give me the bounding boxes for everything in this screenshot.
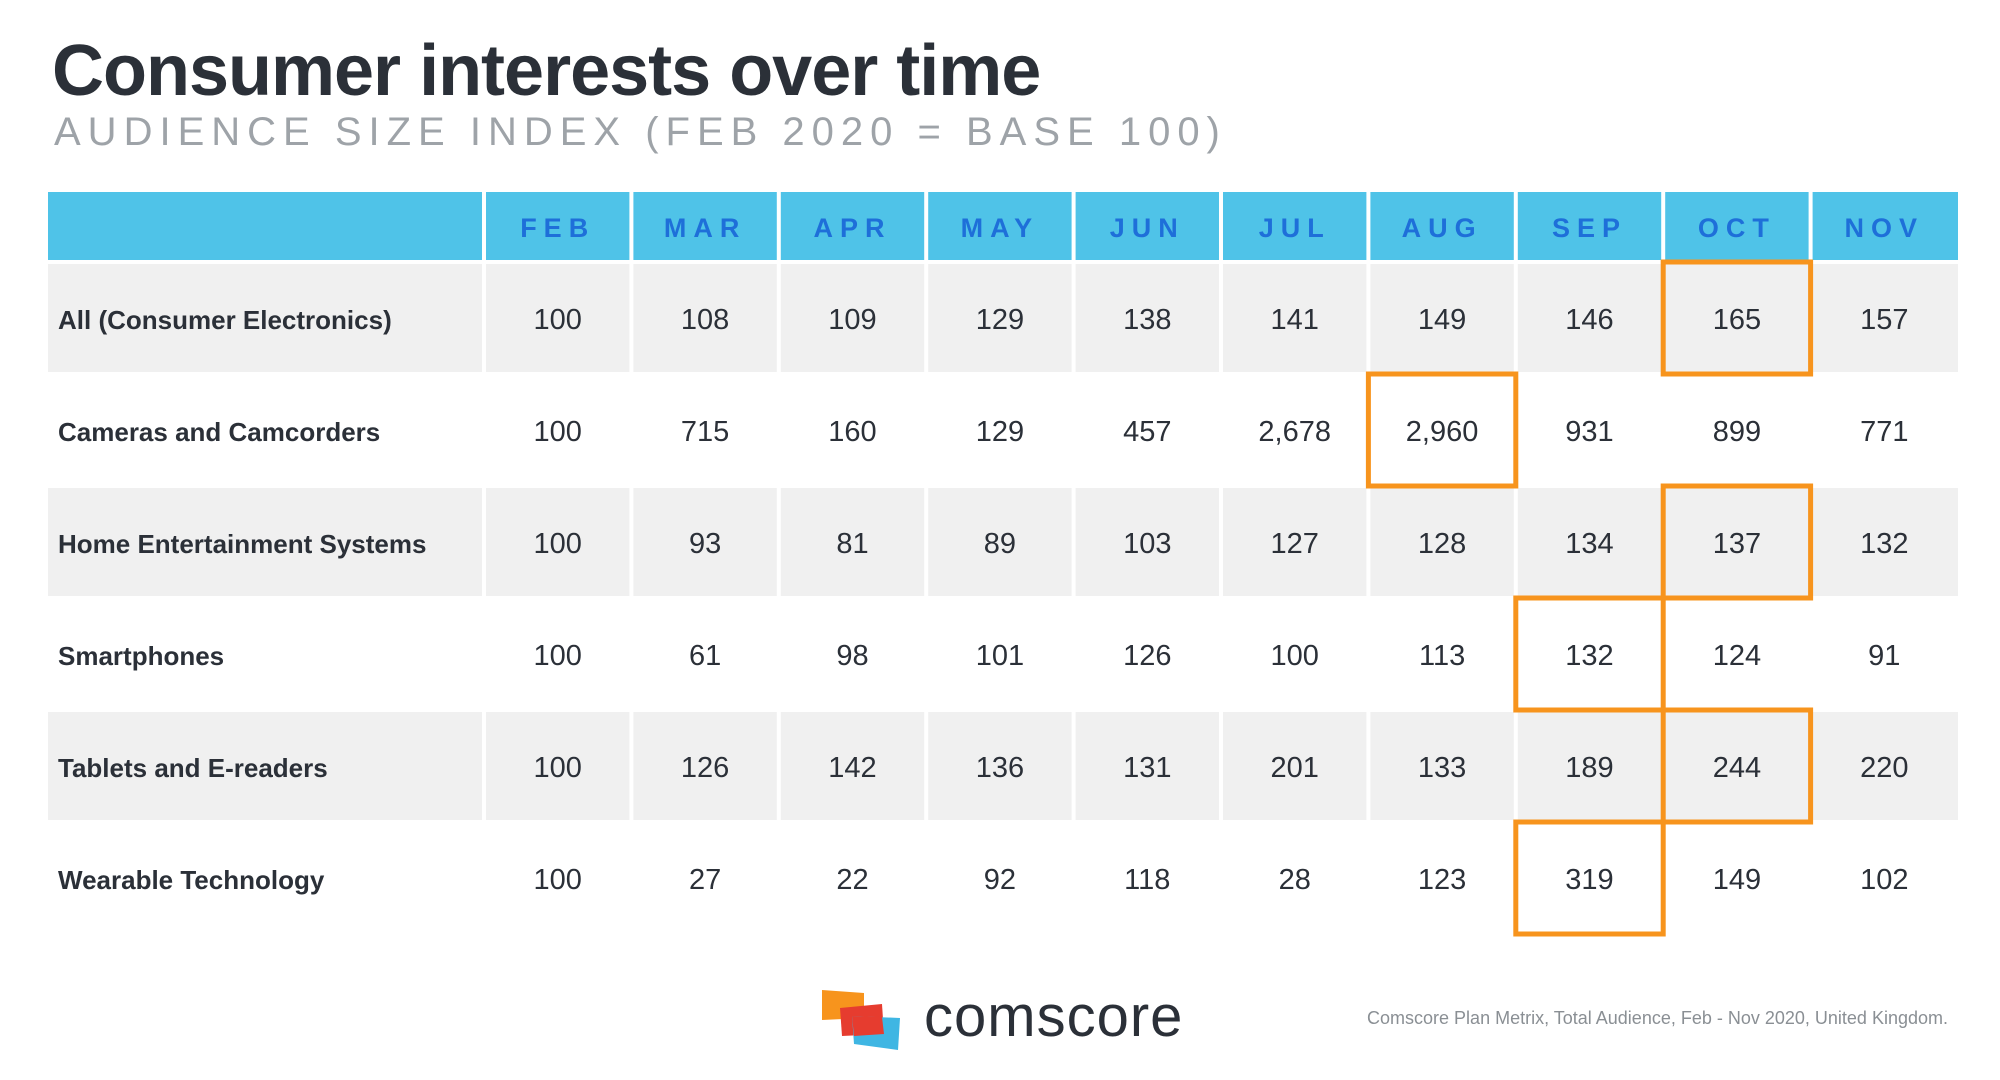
table-cell: 22: [836, 864, 868, 896]
row-shade: [48, 710, 1958, 822]
table-cell: 98: [836, 640, 868, 672]
row-label: Cameras and Camcorders: [58, 417, 380, 447]
table-cell: 715: [681, 416, 729, 448]
table-cell: 146: [1565, 304, 1613, 336]
column-header-mar: MAR: [664, 213, 747, 243]
table-cell: 100: [534, 864, 582, 896]
table-cell: 124: [1713, 640, 1761, 672]
column-header-aug: AUG: [1402, 213, 1483, 243]
column-header-nov: NOV: [1845, 213, 1925, 243]
row-label: Tablets and E-readers: [58, 753, 328, 783]
table-cell: 61: [689, 640, 721, 672]
table-cell: 100: [534, 752, 582, 784]
table-cell: 131: [1123, 752, 1171, 784]
column-header-sep: SEP: [1552, 213, 1627, 243]
table-cell: 2,960: [1406, 416, 1479, 448]
table-cell: 136: [976, 752, 1024, 784]
header-band: [48, 192, 1958, 262]
comscore-logo-icon: [822, 990, 900, 1050]
table-cell: 100: [1271, 640, 1319, 672]
table-cell: 165: [1713, 304, 1761, 336]
column-header-jul: JUL: [1259, 213, 1331, 243]
table-cell: 126: [1123, 640, 1171, 672]
table-cell: 129: [976, 304, 1024, 336]
source-note: Comscore Plan Metrix, Total Audience, Fe…: [1367, 1008, 1948, 1028]
table-cell: 457: [1123, 416, 1171, 448]
table-cell: 129: [976, 416, 1024, 448]
highlight-box: [1660, 483, 1814, 601]
table-cell: 113: [1419, 640, 1465, 672]
page-title: Consumer interests over time: [52, 31, 1041, 111]
table-cell: 92: [984, 864, 1016, 896]
row-shade: [48, 486, 1958, 598]
column-header-jun: JUN: [1110, 213, 1185, 243]
table-cell: 899: [1713, 416, 1761, 448]
row-label: Smartphones: [58, 641, 224, 671]
column-header-feb: FEB: [520, 213, 595, 243]
table-cell: 127: [1271, 528, 1319, 560]
table-cell: 118: [1124, 864, 1170, 896]
column-header-may: MAY: [961, 213, 1040, 243]
page-subtitle: AUDIENCE SIZE INDEX (FEB 2020 = BASE 100…: [54, 110, 1227, 154]
column-header-apr: APR: [813, 213, 891, 243]
table-cell: 91: [1868, 640, 1900, 672]
table-cell: 93: [689, 528, 721, 560]
highlight-box: [1513, 595, 1666, 713]
table-cell: 123: [1418, 864, 1466, 896]
table-cell: 141: [1271, 304, 1319, 336]
row-label: Wearable Technology: [58, 865, 325, 895]
table-cell: 128: [1418, 528, 1466, 560]
table-cell: 160: [828, 416, 876, 448]
table-cell: 142: [828, 752, 876, 784]
row-label: All (Consumer Electronics): [58, 305, 392, 335]
row-shade: [48, 262, 1958, 374]
table-cell: 89: [984, 528, 1016, 560]
table-cell: 101: [976, 640, 1024, 672]
row-label: Home Entertainment Systems: [58, 529, 426, 559]
table-cell: 109: [828, 304, 876, 336]
table-cell: 137: [1713, 528, 1761, 560]
table-cell: 771: [1860, 416, 1908, 448]
highlight-box: [1660, 259, 1814, 377]
table-cell: 149: [1713, 864, 1761, 896]
table-cell: 2,678: [1258, 416, 1331, 448]
highlight-box: [1513, 819, 1666, 937]
table-cell: 100: [534, 640, 582, 672]
table-cell: 100: [534, 416, 582, 448]
table-cell: 189: [1565, 752, 1613, 784]
table-cell: 244: [1713, 752, 1761, 784]
table-cell: 102: [1860, 864, 1908, 896]
highlight-box: [1365, 371, 1519, 489]
table-cell: 126: [681, 752, 729, 784]
brand-name: comscore: [924, 984, 1184, 1049]
highlight-box: [1660, 707, 1814, 825]
table-cell: 931: [1565, 416, 1613, 448]
column-header-oct: OCT: [1698, 213, 1776, 243]
table-cell: 319: [1565, 864, 1613, 896]
table-cell: 201: [1271, 752, 1319, 784]
table-cell: 81: [836, 528, 868, 560]
table-cell: 133: [1418, 752, 1466, 784]
table-cell: 100: [534, 304, 582, 336]
table-cell: 138: [1123, 304, 1171, 336]
table-cell: 132: [1565, 640, 1613, 672]
table-cell: 220: [1860, 752, 1908, 784]
table-cell: 157: [1860, 304, 1908, 336]
table-cell: 149: [1418, 304, 1466, 336]
table-cell: 100: [534, 528, 582, 560]
table-cell: 132: [1860, 528, 1908, 560]
table-cell: 108: [681, 304, 729, 336]
table-cell: 103: [1123, 528, 1171, 560]
table-cell: 28: [1279, 864, 1311, 896]
table-cell: 134: [1565, 528, 1613, 560]
table-cell: 27: [689, 864, 721, 896]
